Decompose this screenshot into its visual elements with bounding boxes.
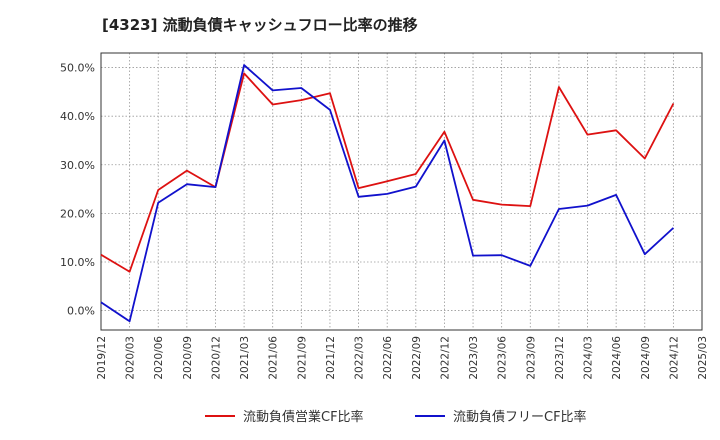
- grid-lines: [100, 53, 703, 330]
- x-tick-label: 2021/09: [296, 336, 308, 380]
- x-tick-label: 2023/09: [525, 336, 537, 380]
- x-tick-label: 2022/06: [382, 336, 394, 380]
- x-tick-label: 2023/12: [554, 336, 566, 380]
- x-tick-label: 2024/03: [583, 336, 595, 380]
- series-lines: [100, 64, 675, 323]
- x-tick-label: 2021/12: [325, 336, 337, 380]
- chart-title: [4323] 流動負債キャッシュフロー比率の推移: [102, 16, 418, 34]
- series-line-1: [100, 72, 675, 273]
- series-line-2: [100, 64, 675, 323]
- legend: 流動負債営業CF比率 流動負債フリーCF比率: [205, 409, 587, 425]
- x-tick-label: 2020/09: [182, 336, 194, 380]
- x-tick-label: 2023/06: [497, 336, 509, 380]
- x-tick-label: 2022/09: [411, 336, 423, 380]
- x-tick-label: 2025/03: [697, 336, 709, 380]
- y-tick-label: 50.0%: [60, 62, 95, 75]
- y-tick-label: 40.0%: [60, 110, 95, 123]
- x-tick-label: 2020/06: [153, 336, 165, 380]
- y-tick-label: 30.0%: [60, 159, 95, 172]
- legend-label-2: 流動負債フリーCF比率: [453, 409, 587, 425]
- x-tick-label: 2022/12: [439, 336, 451, 380]
- y-tick-label: 0.0%: [67, 305, 95, 318]
- x-tick-label: 2021/06: [268, 336, 280, 380]
- x-tick-label: 2019/12: [96, 336, 108, 380]
- plot-frame: [100, 52, 703, 331]
- x-tick-label: 2024/12: [668, 336, 680, 380]
- y-tick-label: 20.0%: [60, 207, 95, 220]
- plot-area: [101, 53, 702, 330]
- x-tick-label: 2022/03: [354, 336, 366, 380]
- legend-label-1: 流動負債営業CF比率: [243, 409, 364, 425]
- x-tick-label: 2024/09: [640, 336, 652, 380]
- x-tick-label: 2024/06: [611, 336, 623, 380]
- x-tick-label: 2021/03: [239, 336, 251, 380]
- x-tick-label: 2023/03: [468, 336, 480, 380]
- axes: 0.0% 10.0% 20.0% 30.0% 40.0% 50.0% 2019/12 2020…: [60, 52, 709, 380]
- x-tick-label: 2020/03: [125, 336, 137, 380]
- x-tick-label: 2020/12: [210, 336, 222, 380]
- y-tick-label: 10.0%: [60, 256, 95, 269]
